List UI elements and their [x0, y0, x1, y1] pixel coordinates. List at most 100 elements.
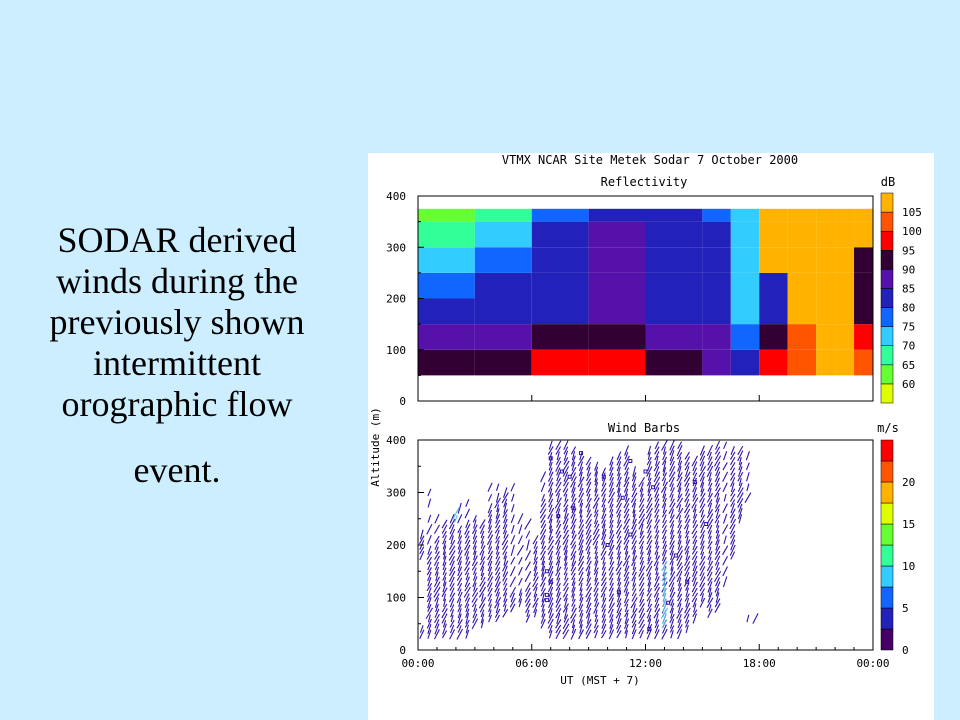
wind-barb: [509, 576, 517, 588]
wind-barb: [684, 613, 690, 624]
wind-barb: [654, 629, 660, 640]
wind-barb: [563, 539, 569, 551]
wind-barb: [730, 446, 735, 455]
wind-barb: [624, 545, 629, 555]
wind-barb: [441, 603, 448, 613]
wind-barb: [601, 472, 606, 482]
wind-barb: [699, 582, 706, 592]
wind-barb: [586, 488, 591, 497]
wind-barb: [646, 565, 653, 577]
wind-barb: [594, 609, 598, 617]
wind-barb: [684, 593, 690, 602]
caption-line: winds during the: [56, 261, 298, 301]
wind-barb: [609, 624, 614, 634]
wind-barb: [578, 613, 584, 624]
wind-barb: [609, 509, 614, 518]
wind-barb: [585, 586, 593, 598]
reflectivity-colorbar-unit: dB: [881, 175, 895, 189]
caption-line: intermittent: [93, 343, 261, 383]
wind-barb: [562, 618, 570, 630]
wind-barb: [585, 529, 592, 540]
wind-barb: [539, 576, 547, 587]
wind-barb: [479, 576, 486, 587]
wind-barb: [503, 530, 507, 539]
wind-barb: [601, 513, 607, 524]
wind-barb: [547, 602, 554, 614]
wind-barb: [632, 545, 637, 555]
wind-barb: [684, 555, 691, 566]
wind-barb: [541, 560, 546, 572]
wind-barb: [676, 607, 684, 619]
wind-barb: [624, 488, 629, 497]
wind-barb: [617, 587, 621, 597]
wind-barb: [653, 576, 660, 588]
wind-barb: [707, 524, 713, 534]
wind-barb: [494, 597, 502, 609]
wind-barb: [593, 624, 599, 634]
wind-barb: [503, 604, 507, 612]
wind-barb: [722, 513, 728, 524]
reflectivity-cell: [588, 221, 646, 248]
wind-barb: [556, 520, 561, 528]
wind-barb: [602, 557, 606, 565]
reflectivity-cell: [759, 298, 788, 325]
wind-barb: [555, 624, 562, 634]
wind-barb: [662, 592, 667, 603]
wind-barb: [449, 528, 456, 541]
wind-barb: [670, 567, 674, 576]
wind-barb: [495, 540, 500, 550]
wind-barb: [457, 535, 463, 545]
wind-barb: [571, 586, 576, 598]
wind-barb: [556, 451, 560, 461]
wind-barb: [616, 612, 622, 625]
wind-barb: [509, 566, 516, 577]
wind-barb: [745, 451, 750, 461]
wind-barb: [684, 546, 690, 555]
wind-barb: [647, 577, 652, 587]
wind-barb: [442, 540, 447, 550]
wind-barb: [646, 539, 653, 551]
wind-barb: [548, 518, 553, 530]
wind-barb: [684, 503, 691, 514]
reflectivity-cell: [854, 349, 873, 376]
wind-barb: [502, 560, 509, 572]
wind-barb: [556, 467, 561, 476]
wind-barb: [426, 618, 432, 629]
reflectivity-cell: [474, 247, 532, 273]
wind-barb: [707, 482, 713, 492]
wind-barbs-frame: [417, 439, 874, 651]
wind-barb: [586, 607, 592, 619]
wind-barb: [631, 518, 637, 530]
wind-barb: [663, 583, 666, 591]
wind-barb: [578, 487, 584, 498]
wind-barb: [601, 608, 606, 618]
wind-barb: [448, 539, 456, 551]
wind-barb: [571, 461, 576, 471]
caption-line: previously shown: [49, 302, 305, 342]
wind-barb: [722, 555, 728, 566]
wind-barbs-title: Wind Barbs: [608, 421, 680, 435]
wind-barb: [510, 514, 515, 524]
wind-barb: [578, 519, 584, 529]
reflectivity-cell: [816, 221, 836, 248]
wind-barb: [647, 550, 652, 561]
reflectivity-cell: [816, 324, 836, 350]
wind-barb: [457, 582, 463, 592]
wind-barb: [541, 609, 545, 618]
wind-barb: [494, 571, 501, 582]
wind-barb: [570, 607, 577, 619]
wind-barb: [427, 561, 432, 571]
wind-barb: [488, 598, 492, 607]
wind-barb: [586, 571, 591, 582]
wind-barb: [488, 609, 492, 618]
wind-barb: [708, 535, 712, 544]
wind-barb: [722, 503, 728, 514]
wind-barb: [465, 572, 470, 581]
calm-wind-marker: [567, 474, 572, 479]
wind-barb: [434, 613, 440, 624]
wind-barb: [592, 497, 600, 509]
reflectivity-cell: [645, 324, 703, 350]
wind-barb: [577, 476, 585, 488]
wind-x-tick-label: 12:00: [629, 657, 662, 670]
wind-barb: [586, 566, 591, 577]
